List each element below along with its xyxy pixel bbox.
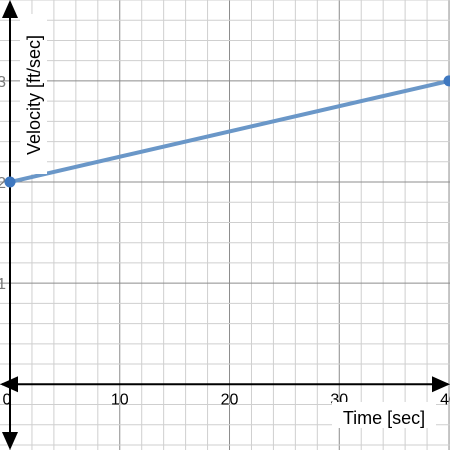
- x-tick-label: 0: [3, 391, 12, 408]
- x-axis-title: Time [sec]: [343, 408, 425, 428]
- data-series: [4, 75, 450, 188]
- x-tick-label: 10: [111, 391, 129, 408]
- y-tick-label: 3: [0, 74, 6, 91]
- y-tick-label: 2: [0, 175, 6, 192]
- y-axis-arrow-up: [2, 0, 18, 18]
- y-axis-title-background: [20, 14, 47, 174]
- series-line: [8, 78, 450, 185]
- x-axis-arrow-right: [432, 376, 450, 393]
- x-axis-title-background: [332, 402, 436, 428]
- y-axis-title: Velocity [ft/sec]: [24, 35, 44, 155]
- data-point: [443, 75, 450, 87]
- data-point: [4, 176, 16, 188]
- x-tick-label: 40: [440, 391, 450, 408]
- tick-labels: 010203040123: [0, 74, 450, 408]
- x-tick-label: 20: [221, 391, 239, 408]
- y-tick-label: 1: [0, 276, 6, 293]
- y-axis-arrow-down: [2, 432, 18, 450]
